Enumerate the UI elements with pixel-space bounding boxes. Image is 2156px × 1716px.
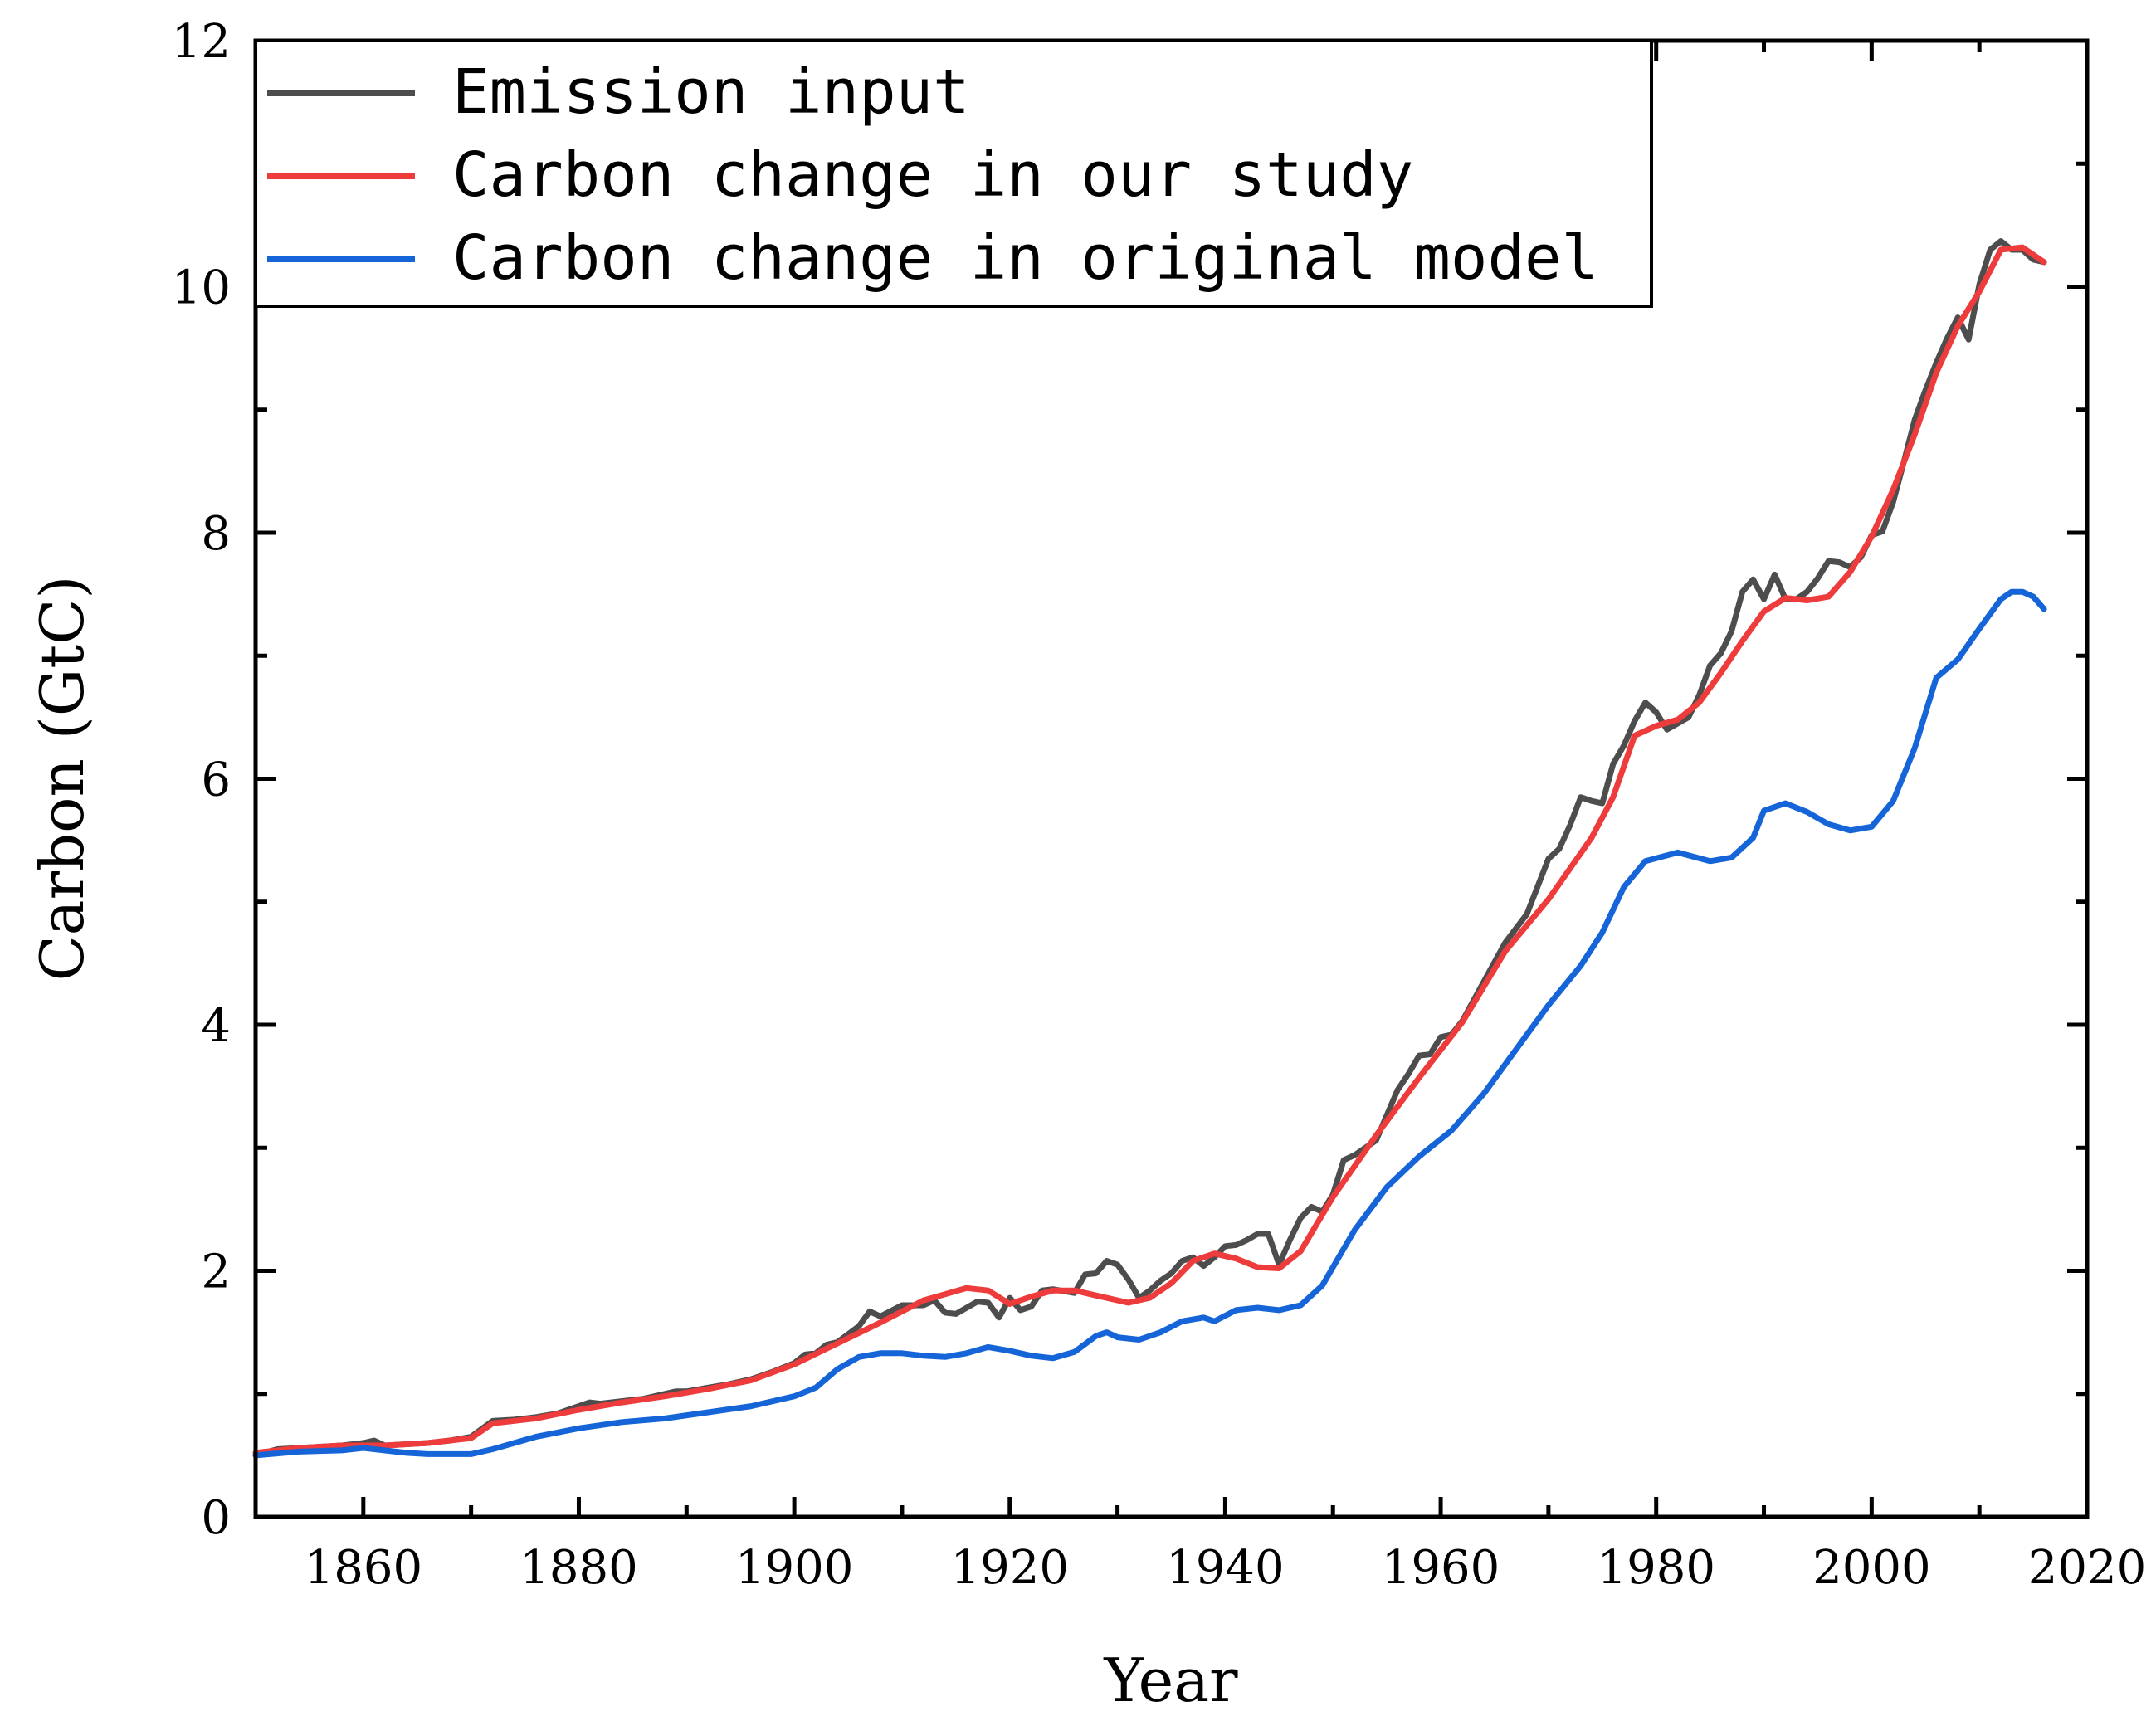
x-tick-label: 2020 bbox=[2028, 1541, 2147, 1595]
x-tick-label: 2000 bbox=[1812, 1541, 1931, 1595]
y-tick-labels: 0 2 4 6 8 10 12 bbox=[172, 15, 231, 1545]
series-lines bbox=[252, 238, 2047, 1459]
legend-label-original-model: Carbon change in original model bbox=[452, 222, 1598, 294]
x-tick-label: 1960 bbox=[1382, 1541, 1500, 1595]
legend-box bbox=[254, 39, 1653, 308]
x-tick-label: 1900 bbox=[735, 1541, 854, 1595]
series-line-2 bbox=[252, 588, 2047, 1459]
x-axis-title: Year bbox=[1103, 1645, 1238, 1715]
series-line-1 bbox=[252, 244, 2047, 1456]
legend: Emission input Carbon change in our stud… bbox=[254, 39, 1653, 308]
x-tick-label: 1880 bbox=[519, 1541, 638, 1595]
x-tick-labels: 1860 1880 1900 1920 1940 1960 1980 2000 2020 bbox=[305, 1541, 2147, 1595]
y-tick-label: 12 bbox=[172, 15, 231, 69]
x-tick-label: 1940 bbox=[1166, 1541, 1285, 1595]
y-tick-label: 6 bbox=[201, 753, 231, 807]
y-axis-title: Carbon (GtC) bbox=[27, 576, 97, 982]
y-tick-label: 0 bbox=[201, 1491, 231, 1545]
legend-label-our-study: Carbon change in our study bbox=[452, 139, 1413, 211]
y-tick-label: 4 bbox=[201, 999, 231, 1053]
legend-label-emission-input: Emission input bbox=[452, 56, 970, 128]
x-tick-label: 1920 bbox=[951, 1541, 1070, 1595]
x-tick-label: 1980 bbox=[1597, 1541, 1715, 1595]
x-tick-label: 1860 bbox=[305, 1541, 423, 1595]
y-tick-label: 10 bbox=[172, 261, 231, 315]
y-tick-label: 2 bbox=[201, 1246, 231, 1299]
y-tick-label: 8 bbox=[201, 507, 231, 561]
